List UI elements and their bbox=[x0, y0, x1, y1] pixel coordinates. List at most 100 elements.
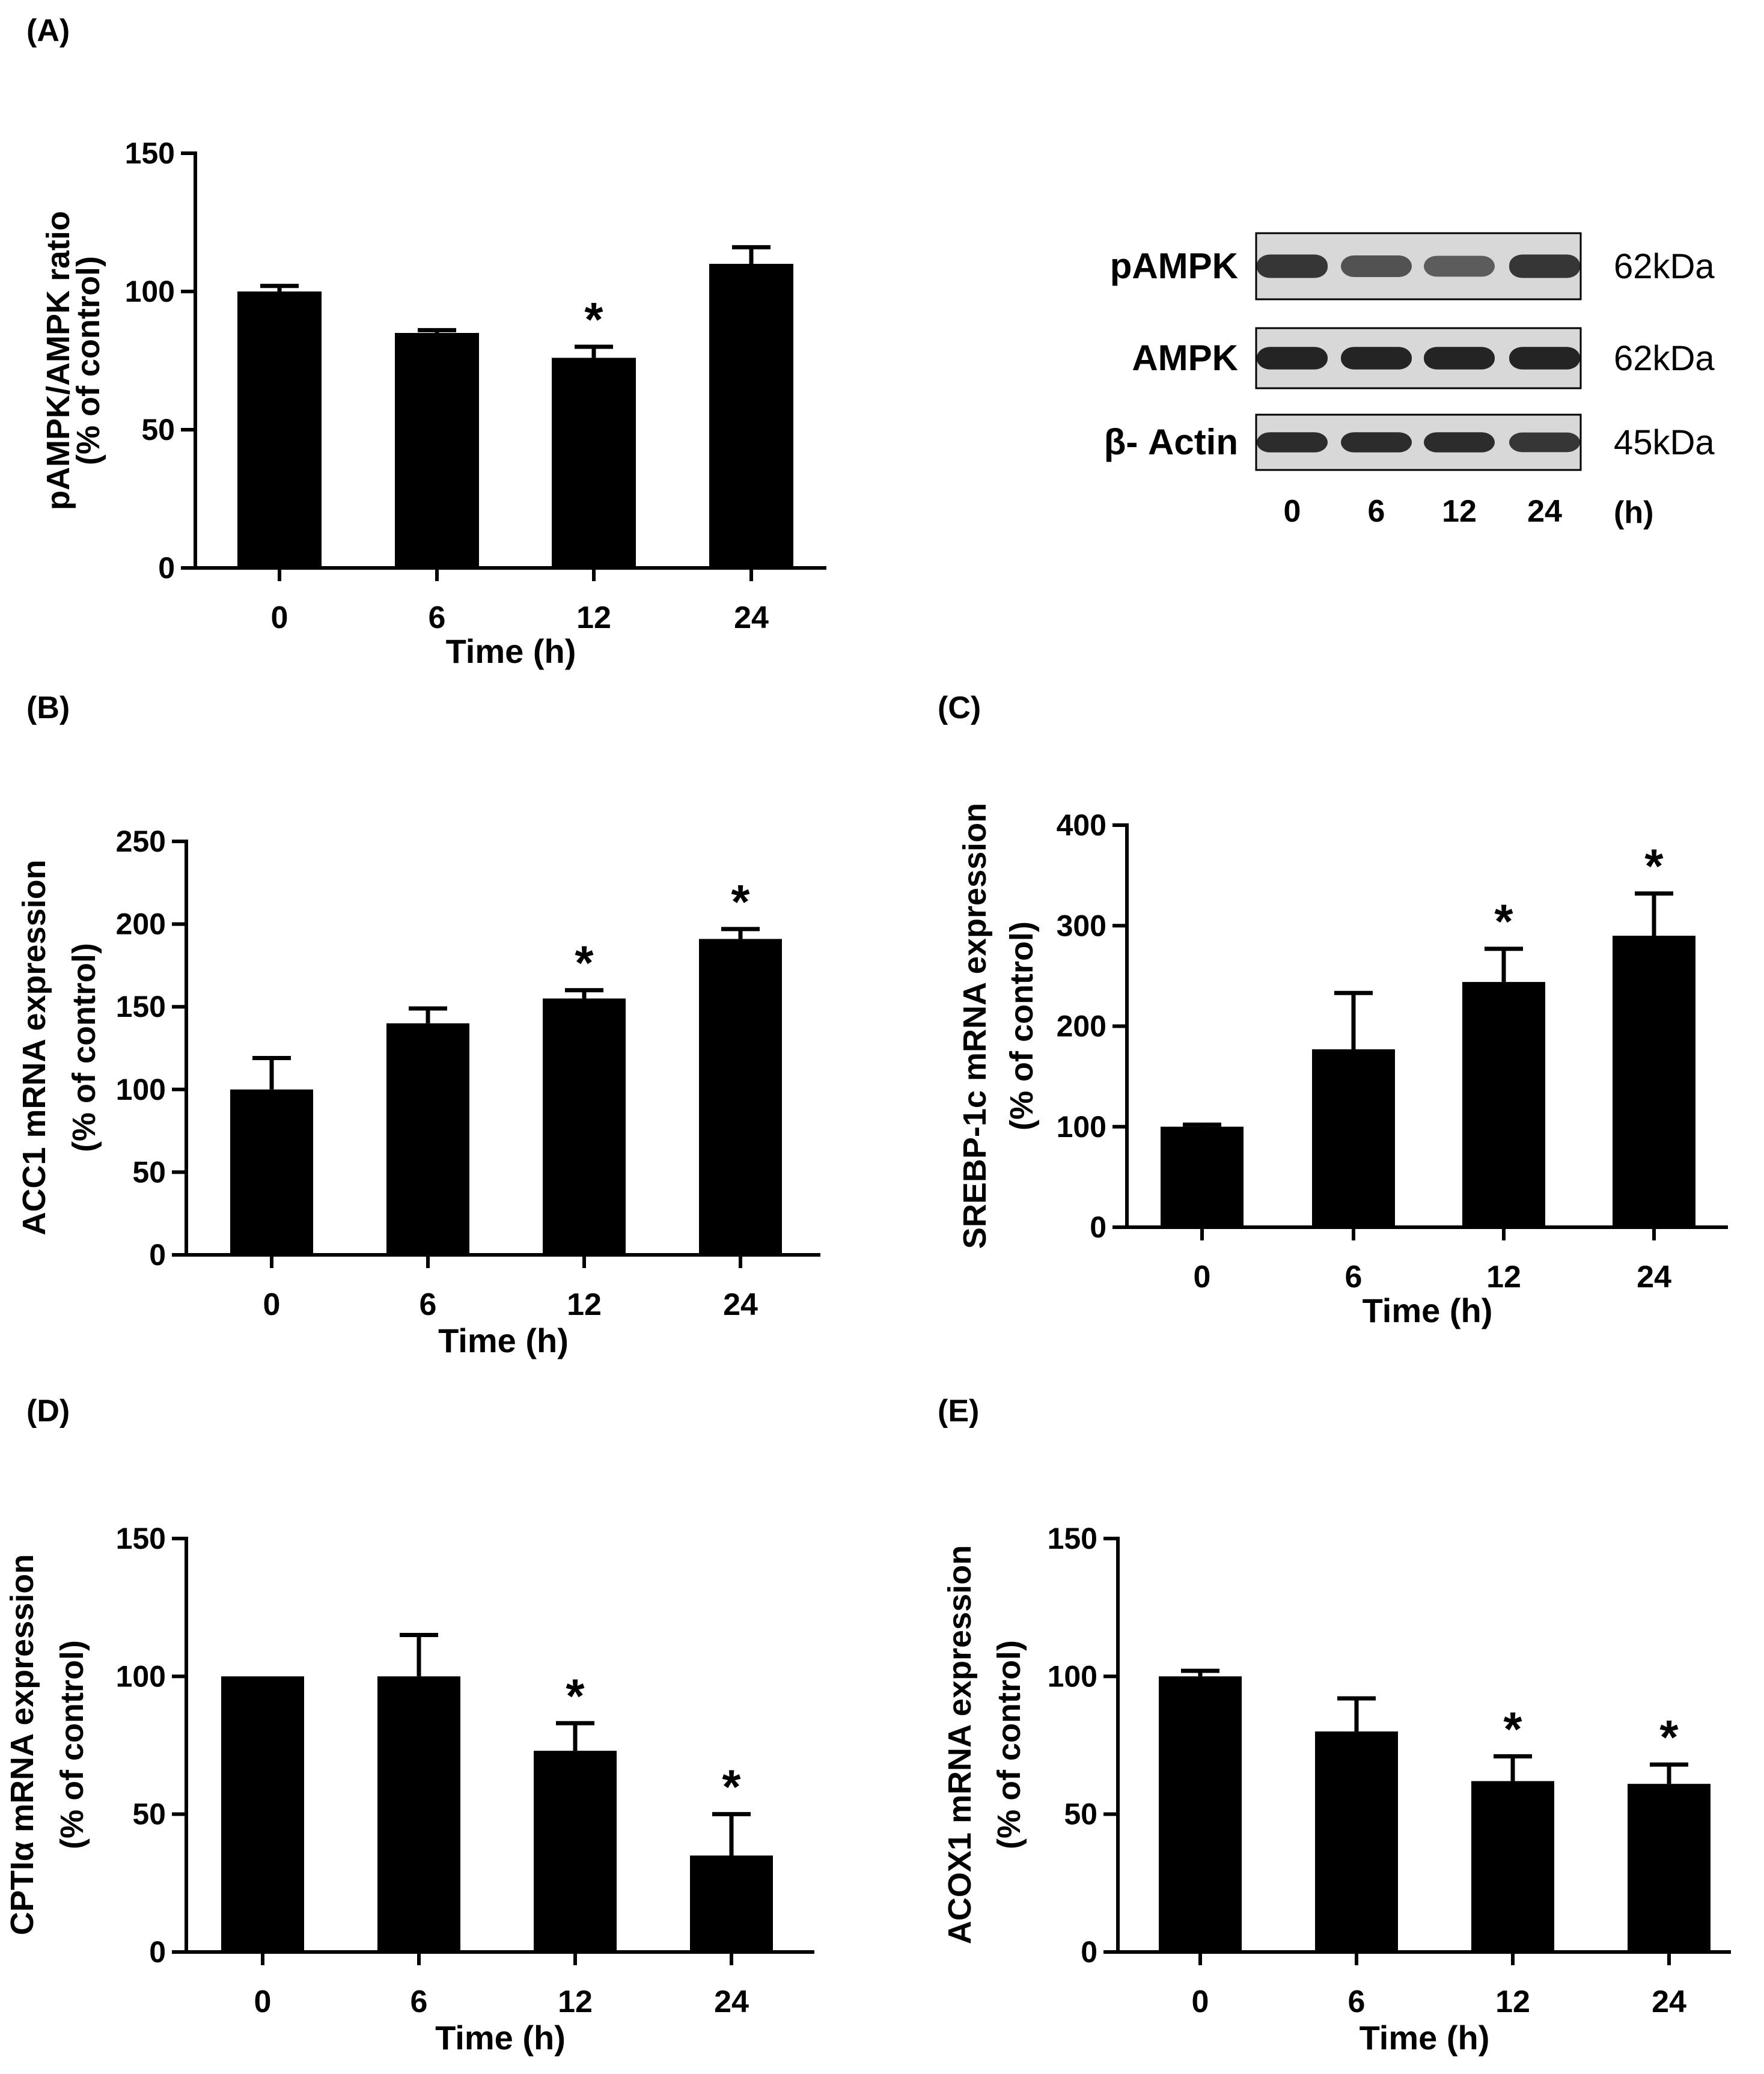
panel-label: (A) bbox=[26, 13, 70, 48]
chart-panel-e: (E) 0 6 * 12 * 24 0 50 100 150 Time (h) ACOX1 mRNA e… bbox=[938, 1394, 1731, 2057]
y-tick-label: 100 bbox=[1057, 1110, 1106, 1144]
bar-12 bbox=[1471, 1781, 1554, 1952]
chart-panel-c: (C) 0 6 * 12 * 24 0 100 200 300 400 Time (h) SREBP-1c… bbox=[938, 691, 1728, 1329]
blot-band-12 bbox=[1424, 432, 1495, 453]
y-tick-label: 50 bbox=[132, 1798, 166, 1831]
bar-0 bbox=[1159, 1676, 1242, 1952]
blot-size-label: 62kDa bbox=[1614, 339, 1715, 378]
bar-24 bbox=[690, 1855, 773, 1952]
y-tick-label: 0 bbox=[149, 1935, 166, 1969]
blot-band-24 bbox=[1509, 347, 1580, 370]
y-tick-label: 100 bbox=[1048, 1659, 1097, 1693]
significance-marker: * bbox=[1503, 1702, 1522, 1755]
significance-marker: * bbox=[575, 936, 594, 990]
x-tick-label: 6 bbox=[1348, 1984, 1366, 2019]
blot-row-label: β- Actin bbox=[1104, 422, 1238, 462]
y-axis-label: ACC1 mRNA expression bbox=[16, 859, 52, 1235]
blot-band-24 bbox=[1509, 254, 1580, 278]
bar-12 bbox=[552, 358, 636, 568]
x-tick-label: 0 bbox=[1194, 1260, 1211, 1295]
blot-band-24 bbox=[1509, 432, 1580, 453]
bar-24 bbox=[1613, 935, 1695, 1227]
x-tick-label: 0 bbox=[263, 1287, 281, 1322]
x-tick-label: 24 bbox=[723, 1287, 758, 1322]
blot-row-label: AMPK bbox=[1132, 338, 1238, 378]
chart-panel-b: (B) 0 6 * 12 * 24 0 50 100 150 200 250 Time (h) ACC1 m… bbox=[16, 691, 820, 1359]
y-tick-label: 150 bbox=[1048, 1522, 1097, 1555]
bar-0 bbox=[230, 1089, 313, 1255]
blot-band-6 bbox=[1341, 255, 1412, 277]
x-tick-label: 0 bbox=[271, 600, 288, 635]
y-tick-label: 400 bbox=[1057, 808, 1106, 842]
x-tick-label: 24 bbox=[734, 600, 769, 635]
y-tick-label: 50 bbox=[132, 1155, 166, 1189]
x-axis-label: Time (h) bbox=[435, 2019, 566, 2057]
blot-band-0 bbox=[1257, 347, 1328, 370]
y-axis-label-secondary: (% of control) bbox=[991, 1640, 1027, 1849]
x-tick-label: 24 bbox=[1637, 1260, 1671, 1295]
panel-label: (C) bbox=[938, 691, 981, 725]
significance-marker: * bbox=[584, 293, 603, 346]
blot-size-label: 45kDa bbox=[1614, 423, 1715, 462]
x-tick-label: 6 bbox=[420, 1287, 437, 1322]
x-axis-label: Time (h) bbox=[1360, 2019, 1490, 2057]
western-blot: pAMPK 62kDa AMPK 62kDa β- Actin 45kDa 0 6 12 24 (h… bbox=[1104, 232, 1715, 530]
blot-lane-label: 12 bbox=[1442, 494, 1477, 529]
y-tick-label: 0 bbox=[1081, 1935, 1097, 1969]
blot-row-label: pAMPK bbox=[1110, 246, 1238, 286]
y-axis-label: pAMPK/AMPK ratio bbox=[40, 211, 76, 510]
bar-24 bbox=[709, 264, 793, 568]
bar-6 bbox=[395, 333, 479, 568]
bar-6 bbox=[1312, 1049, 1395, 1227]
y-axis-label: SREBP-1c mRNA expression bbox=[957, 803, 993, 1249]
y-tick-label: 50 bbox=[1064, 1798, 1097, 1831]
bar-6 bbox=[1315, 1731, 1398, 1952]
y-tick-label: 0 bbox=[1090, 1210, 1106, 1244]
bar-12 bbox=[543, 998, 626, 1255]
y-axis-label-secondary: (% of control) bbox=[66, 943, 102, 1152]
y-tick-label: 250 bbox=[116, 825, 166, 858]
y-tick-label: 0 bbox=[149, 1238, 166, 1272]
bar-6 bbox=[377, 1676, 460, 1952]
x-tick-label: 12 bbox=[558, 1984, 593, 2019]
x-tick-label: 24 bbox=[714, 1984, 749, 2019]
x-axis-label: Time (h) bbox=[438, 1322, 569, 1359]
y-tick-label: 200 bbox=[1057, 1010, 1106, 1043]
x-tick-label: 12 bbox=[1495, 1984, 1530, 2019]
y-tick-label: 100 bbox=[116, 1073, 166, 1106]
chart-panel-d: (D) 0 6 * 12 * 24 0 50 100 150 Time (h) CPTIα mRNA e… bbox=[4, 1394, 814, 2057]
y-tick-label: 100 bbox=[116, 1659, 166, 1693]
bar-12 bbox=[534, 1751, 617, 1952]
bar-24 bbox=[1628, 1784, 1711, 1952]
y-tick-label: 0 bbox=[158, 551, 175, 585]
x-tick-label: 0 bbox=[1192, 1984, 1209, 2019]
x-tick-label: 12 bbox=[576, 600, 611, 635]
x-tick-label: 0 bbox=[254, 1984, 272, 2019]
y-tick-label: 100 bbox=[125, 275, 175, 308]
x-tick-label: 6 bbox=[410, 1984, 428, 2019]
significance-marker: * bbox=[1659, 1710, 1679, 1764]
y-tick-label: 50 bbox=[141, 413, 175, 447]
blot-unit-label: (h) bbox=[1614, 495, 1653, 530]
blot-lane-label: 24 bbox=[1527, 494, 1562, 529]
y-tick-label: 200 bbox=[116, 907, 166, 941]
bar-0 bbox=[1161, 1126, 1244, 1227]
bar-12 bbox=[1462, 981, 1545, 1227]
panel-label: (E) bbox=[938, 1394, 979, 1429]
blot-band-0 bbox=[1257, 254, 1328, 278]
panel-label: (B) bbox=[26, 691, 70, 725]
significance-marker: * bbox=[1644, 840, 1664, 893]
y-tick-label: 300 bbox=[1057, 909, 1106, 942]
bar-24 bbox=[699, 939, 782, 1255]
bar-0 bbox=[221, 1676, 304, 1952]
blot-lane-label: 0 bbox=[1284, 494, 1301, 529]
x-tick-label: 12 bbox=[1486, 1260, 1521, 1295]
significance-marker: * bbox=[1494, 895, 1513, 948]
x-tick-label: 12 bbox=[567, 1287, 602, 1322]
significance-marker: * bbox=[731, 875, 750, 929]
x-axis-label: Time (h) bbox=[1363, 1292, 1493, 1329]
x-tick-label: 6 bbox=[1345, 1260, 1363, 1295]
y-axis-label: CPTIα mRNA expression bbox=[4, 1554, 40, 1935]
y-tick-label: 150 bbox=[116, 990, 166, 1023]
